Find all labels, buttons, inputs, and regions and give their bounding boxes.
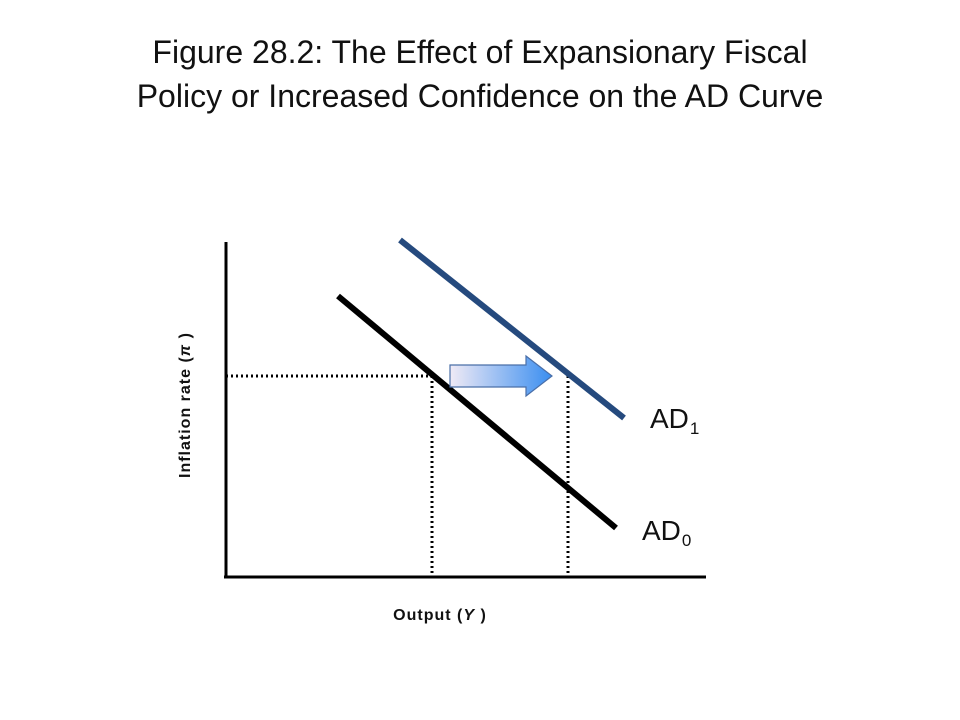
- figure-title: Figure 28.2: The Effect of Expansionary …: [0, 30, 960, 118]
- ad0-curve: [336, 293, 618, 531]
- y-axis-label: Inflation rate (π ): [177, 332, 194, 478]
- figure-title-line-2: Policy or Increased Confidence on the AD…: [136, 78, 824, 114]
- ad0-label: AD0: [642, 515, 691, 550]
- ad0-label-subscript: 0: [682, 531, 691, 550]
- x-axis-label: Output (Y ): [393, 607, 487, 624]
- figure-title-line-1: Figure 28.2: The Effect of Expansionary …: [152, 34, 808, 70]
- rightward-shift-arrow: [449, 354, 553, 398]
- ad1-label: AD1: [650, 403, 699, 438]
- ad1-curve: [398, 237, 626, 421]
- ad1-label-subscript: 1: [690, 419, 699, 438]
